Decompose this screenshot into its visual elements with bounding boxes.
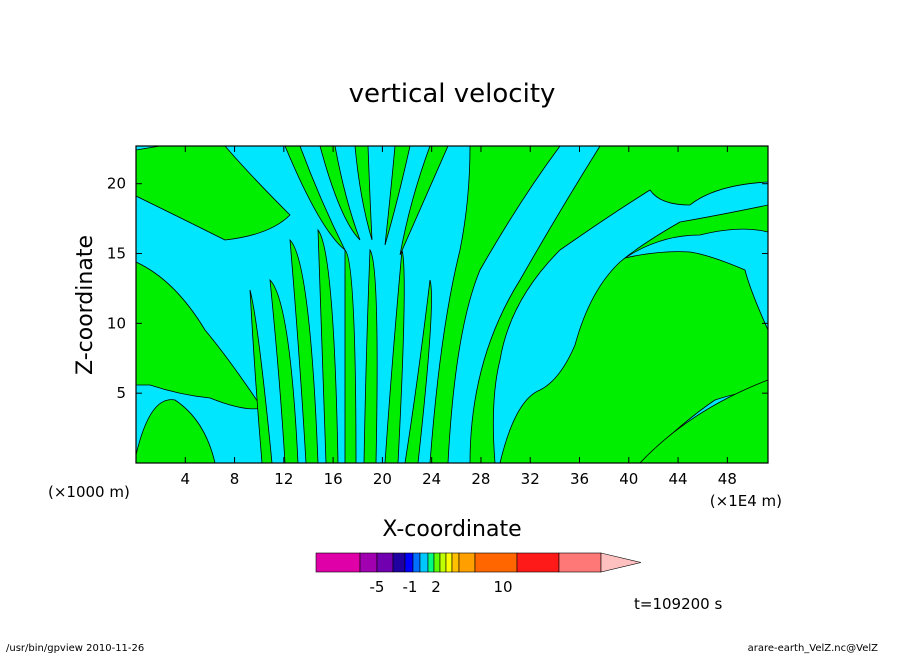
region-bottom-left bbox=[136, 399, 216, 463]
region-center-6 bbox=[363, 248, 378, 463]
x-axis-label: X-coordinate bbox=[382, 517, 521, 542]
colorbar-overflow-arrow bbox=[600, 552, 642, 573]
x-tick-label: 40 bbox=[619, 470, 638, 488]
x-tick-label: 32 bbox=[521, 470, 540, 488]
colorbar-segment bbox=[451, 552, 460, 573]
colorbar-tick-label: -5 bbox=[370, 578, 385, 596]
x-tick-label: 24 bbox=[422, 470, 441, 488]
colorbar-segment bbox=[359, 552, 378, 573]
x-axis-ticks: 4 8 12 16 20 24 28 32 36 40 44 48 bbox=[181, 146, 737, 488]
region-center-8 bbox=[404, 279, 432, 463]
colorbar-segment bbox=[315, 552, 361, 573]
colorbar-segment bbox=[433, 552, 441, 573]
x-tick-label: 8 bbox=[230, 470, 240, 488]
region-right-wedge bbox=[499, 204, 768, 463]
footer-right: arare-earth_VelZ.nc@VelZ bbox=[748, 643, 879, 654]
colorbar-segment bbox=[516, 552, 560, 573]
y-tick-label: 10 bbox=[107, 314, 126, 332]
region-upper-fan-4 bbox=[384, 146, 411, 246]
x-tick-label: 28 bbox=[471, 470, 490, 488]
y-axis-ticks: 5 10 15 20 bbox=[107, 175, 768, 402]
colorbar-segment bbox=[376, 552, 394, 573]
x-tick-label: 48 bbox=[718, 470, 737, 488]
y-axis-label: Z-coordinate bbox=[73, 235, 98, 375]
y-tick-label: 20 bbox=[107, 175, 126, 193]
colorbar-tick-label: 2 bbox=[431, 578, 441, 596]
x-tick-label: 44 bbox=[669, 470, 688, 488]
colorbar-segment bbox=[419, 552, 429, 573]
x-unit-left: (×1000 m) bbox=[48, 483, 130, 501]
colorbar-tick-labels: -5 -1 2 10 bbox=[370, 578, 513, 596]
x-tick-label: 36 bbox=[570, 470, 589, 488]
region-center-3 bbox=[289, 238, 319, 463]
x-tick-label: 20 bbox=[373, 470, 392, 488]
region-center-4 bbox=[317, 228, 339, 463]
colorbar-segment bbox=[427, 552, 435, 573]
x-unit-right: (×1E4 m) bbox=[710, 492, 782, 510]
region-upper-fan-5 bbox=[399, 146, 449, 256]
region-upper-fan-1 bbox=[284, 146, 346, 251]
region-center-2 bbox=[269, 278, 299, 463]
region-upper-fan-2 bbox=[319, 146, 361, 241]
colorbar-tick-label: 10 bbox=[493, 578, 512, 596]
plot-frame bbox=[135, 145, 769, 464]
colorbar-segment bbox=[439, 552, 447, 573]
time-label: t=109200 s bbox=[634, 595, 722, 613]
x-tick-label: 4 bbox=[181, 470, 191, 488]
colorbar-segment bbox=[404, 552, 414, 573]
colorbar bbox=[315, 552, 642, 573]
colorbar-segment bbox=[474, 552, 518, 573]
region-upper-fan-3 bbox=[354, 146, 373, 241]
region-left-band bbox=[136, 146, 291, 241]
colorbar-tick-label: -1 bbox=[403, 578, 418, 596]
chart-title: vertical velocity bbox=[349, 79, 556, 109]
region-center-1 bbox=[249, 289, 273, 463]
footer-left: /usr/bin/gpview 2010-11-26 bbox=[6, 643, 144, 654]
region-right-large bbox=[469, 146, 768, 463]
y-tick-label: 15 bbox=[107, 245, 126, 263]
positive-velocity-regions bbox=[136, 146, 768, 463]
plot-area bbox=[136, 146, 768, 463]
x-tick-label: 16 bbox=[324, 470, 343, 488]
colorbar-segment bbox=[392, 552, 406, 573]
colorbar-segment bbox=[458, 552, 476, 573]
colorbar-segment bbox=[412, 552, 421, 573]
y-tick-label: 5 bbox=[116, 384, 126, 402]
colorbar-segment bbox=[445, 552, 453, 573]
colorbar-segment bbox=[558, 552, 602, 573]
x-tick-label: 12 bbox=[274, 470, 293, 488]
